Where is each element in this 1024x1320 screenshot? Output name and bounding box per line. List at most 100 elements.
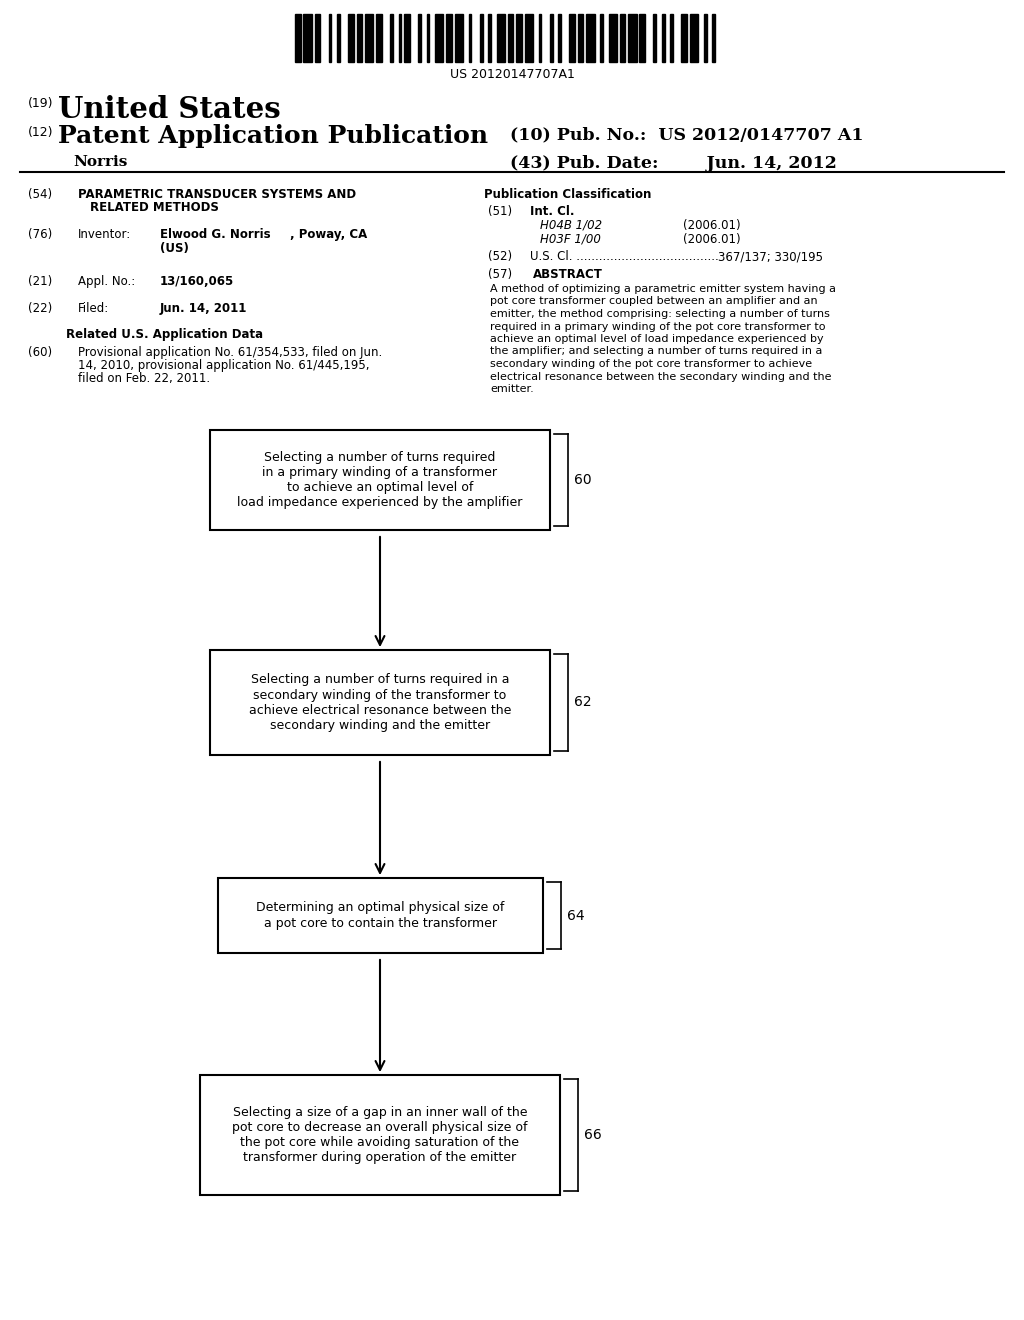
Text: required in a primary winding of the pot core transformer to: required in a primary winding of the pot… bbox=[490, 322, 825, 331]
Text: (57): (57) bbox=[488, 268, 512, 281]
Bar bbox=[558, 15, 561, 62]
Bar bbox=[600, 15, 603, 62]
Text: Publication Classification: Publication Classification bbox=[484, 187, 651, 201]
Bar bbox=[628, 15, 637, 62]
Text: (22): (22) bbox=[28, 302, 52, 315]
Text: PARAMETRIC TRANSDUCER SYSTEMS AND: PARAMETRIC TRANSDUCER SYSTEMS AND bbox=[78, 187, 356, 201]
Text: (51): (51) bbox=[488, 205, 512, 218]
Text: 66: 66 bbox=[584, 1129, 602, 1142]
Text: filed on Feb. 22, 2011.: filed on Feb. 22, 2011. bbox=[78, 372, 210, 385]
Bar bbox=[404, 15, 410, 62]
Text: RELATED METHODS: RELATED METHODS bbox=[90, 201, 219, 214]
Text: the amplifier; and selecting a number of turns required in a: the amplifier; and selecting a number of… bbox=[490, 346, 822, 356]
Text: a pot core to contain the transformer: a pot core to contain the transformer bbox=[263, 916, 497, 929]
Bar bbox=[480, 15, 482, 62]
Bar bbox=[329, 15, 332, 62]
Text: transformer during operation of the emitter: transformer during operation of the emit… bbox=[244, 1151, 516, 1164]
Bar bbox=[314, 15, 321, 62]
Text: (54): (54) bbox=[28, 187, 52, 201]
Bar bbox=[376, 15, 382, 62]
Text: A method of optimizing a parametric emitter system having a: A method of optimizing a parametric emit… bbox=[490, 284, 836, 294]
Text: load impedance experienced by the amplifier: load impedance experienced by the amplif… bbox=[238, 496, 522, 510]
Bar bbox=[713, 15, 715, 62]
Bar bbox=[524, 15, 534, 62]
Bar bbox=[690, 15, 698, 62]
Text: US 20120147707A1: US 20120147707A1 bbox=[450, 69, 574, 81]
Text: Elwood G. Norris: Elwood G. Norris bbox=[160, 228, 270, 242]
Bar bbox=[337, 15, 340, 62]
Bar bbox=[455, 15, 463, 62]
Text: Jun. 14, 2011: Jun. 14, 2011 bbox=[160, 302, 248, 315]
Text: Filed:: Filed: bbox=[78, 302, 110, 315]
Text: (US): (US) bbox=[160, 242, 188, 255]
Bar bbox=[539, 15, 542, 62]
Bar bbox=[348, 15, 354, 62]
Text: (2006.01): (2006.01) bbox=[683, 234, 740, 246]
Text: H03F 1/00: H03F 1/00 bbox=[540, 234, 601, 246]
Bar bbox=[620, 15, 626, 62]
Text: secondary winding of the transformer to: secondary winding of the transformer to bbox=[253, 689, 507, 701]
Bar bbox=[365, 15, 374, 62]
Text: achieve electrical resonance between the: achieve electrical resonance between the bbox=[249, 704, 511, 717]
Bar bbox=[608, 15, 617, 62]
Text: H04B 1/02: H04B 1/02 bbox=[540, 219, 602, 232]
Bar bbox=[497, 15, 505, 62]
Bar bbox=[703, 15, 707, 62]
Text: secondary winding and the emitter: secondary winding and the emitter bbox=[270, 718, 490, 731]
Text: 13/160,065: 13/160,065 bbox=[160, 275, 234, 288]
Text: pot core transformer coupled between an amplifier and an: pot core transformer coupled between an … bbox=[490, 297, 817, 306]
Bar bbox=[508, 15, 513, 62]
Bar bbox=[662, 15, 665, 62]
Text: (52): (52) bbox=[488, 249, 512, 263]
Text: secondary winding of the pot core transformer to achieve: secondary winding of the pot core transf… bbox=[490, 359, 812, 370]
Text: to achieve an optimal level of: to achieve an optimal level of bbox=[287, 480, 473, 494]
Text: , Poway, CA: , Poway, CA bbox=[290, 228, 368, 242]
Text: (21): (21) bbox=[28, 275, 52, 288]
Text: (19): (19) bbox=[28, 96, 53, 110]
Text: emitter, the method comprising: selecting a number of turns: emitter, the method comprising: selectin… bbox=[490, 309, 829, 319]
Text: in a primary winding of a transformer: in a primary winding of a transformer bbox=[262, 466, 498, 479]
Bar bbox=[578, 15, 584, 62]
Text: 64: 64 bbox=[566, 908, 584, 923]
Bar bbox=[435, 15, 443, 62]
Bar bbox=[639, 15, 645, 62]
Bar bbox=[303, 15, 311, 62]
Text: United States: United States bbox=[58, 95, 281, 124]
Text: Determining an optimal physical size of: Determining an optimal physical size of bbox=[256, 902, 504, 915]
Bar bbox=[295, 15, 301, 62]
Text: (76): (76) bbox=[28, 228, 52, 242]
Bar bbox=[469, 15, 471, 62]
Bar bbox=[488, 15, 490, 62]
Bar bbox=[653, 15, 656, 62]
Text: Provisional application No. 61/354,533, filed on Jun.: Provisional application No. 61/354,533, … bbox=[78, 346, 382, 359]
Bar bbox=[398, 15, 401, 62]
Bar bbox=[550, 15, 553, 62]
Text: achieve an optimal level of load impedance experienced by: achieve an optimal level of load impedan… bbox=[490, 334, 823, 345]
Text: 62: 62 bbox=[574, 696, 592, 710]
Text: electrical resonance between the secondary winding and the: electrical resonance between the seconda… bbox=[490, 371, 831, 381]
Text: ABSTRACT: ABSTRACT bbox=[534, 268, 603, 281]
Text: (43) Pub. Date:        Jun. 14, 2012: (43) Pub. Date: Jun. 14, 2012 bbox=[510, 154, 837, 172]
Text: (12): (12) bbox=[28, 125, 53, 139]
Bar bbox=[670, 15, 673, 62]
Text: Selecting a number of turns required: Selecting a number of turns required bbox=[264, 451, 496, 465]
Text: Patent Application Publication: Patent Application Publication bbox=[58, 124, 488, 148]
Bar bbox=[356, 15, 362, 62]
Bar bbox=[586, 15, 595, 62]
Text: U.S. Cl. ......................................: U.S. Cl. ...............................… bbox=[530, 249, 719, 263]
Bar bbox=[569, 15, 575, 62]
Text: the pot core while avoiding saturation of the: the pot core while avoiding saturation o… bbox=[241, 1137, 519, 1148]
Text: Appl. No.:: Appl. No.: bbox=[78, 275, 135, 288]
Text: Related U.S. Application Data: Related U.S. Application Data bbox=[67, 327, 263, 341]
Bar bbox=[200, 1074, 560, 1195]
Bar bbox=[681, 15, 687, 62]
Text: Selecting a number of turns required in a: Selecting a number of turns required in … bbox=[251, 673, 509, 686]
Bar bbox=[418, 15, 421, 62]
Bar bbox=[427, 15, 429, 62]
Bar bbox=[210, 430, 550, 531]
Text: Selecting a size of a gap in an inner wall of the: Selecting a size of a gap in an inner wa… bbox=[232, 1106, 527, 1119]
Text: 60: 60 bbox=[574, 473, 592, 487]
Bar bbox=[390, 15, 393, 62]
Text: emitter.: emitter. bbox=[490, 384, 534, 393]
Text: pot core to decrease an overall physical size of: pot core to decrease an overall physical… bbox=[232, 1121, 527, 1134]
